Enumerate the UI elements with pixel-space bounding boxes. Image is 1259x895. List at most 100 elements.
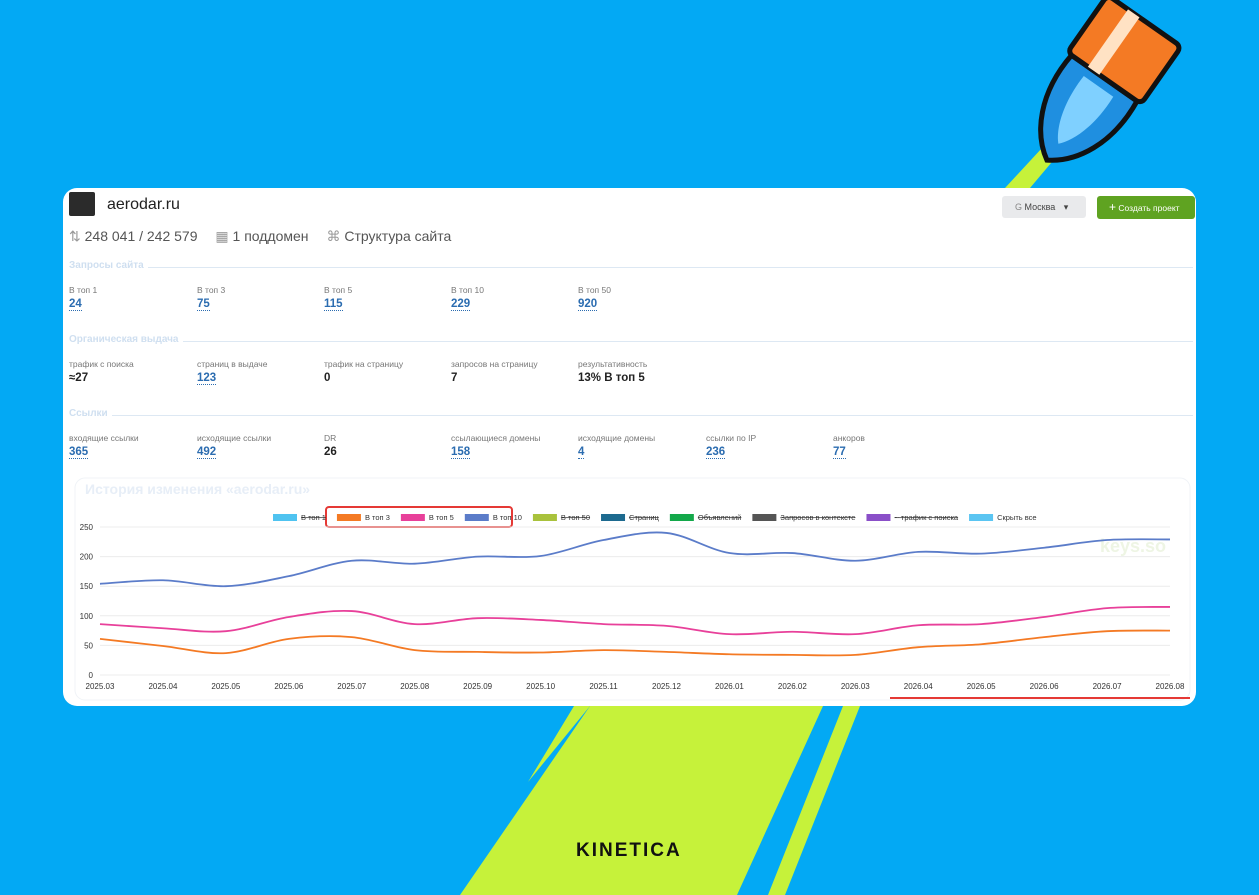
x-tick-label: 2026.01 — [715, 682, 744, 691]
legend-label: В топ 1 — [301, 513, 326, 522]
x-tick-label: 2026.04 — [904, 682, 933, 691]
brand: KINETICA — [576, 840, 682, 861]
y-tick-label: 0 — [89, 671, 94, 680]
metric-value[interactable]: 4 — [578, 446, 585, 459]
legend-swatch — [532, 514, 557, 521]
x-tick-label: 2025.12 — [652, 682, 681, 691]
legend-label: ~ трафик с поиска — [894, 513, 958, 522]
legend-swatch — [601, 514, 626, 521]
metric-label: анкоров — [833, 433, 865, 443]
metric-value: 0 — [324, 372, 331, 384]
legend-swatch — [969, 514, 994, 521]
x-tick-label: 2025.11 — [589, 682, 618, 691]
series-line — [99, 606, 1171, 636]
metric-label: В топ 50 — [578, 285, 611, 295]
x-tick-label: 2026.02 — [778, 682, 807, 691]
metric-label: трафик с поиска — [69, 359, 134, 369]
y-tick-label: 200 — [80, 553, 94, 562]
watermark: keys.so — [1100, 536, 1166, 556]
section-line — [148, 267, 1193, 268]
metric-value: 13% В топ 5 — [578, 372, 645, 384]
region: Москва — [1024, 202, 1056, 212]
metric-value: ≈27 — [69, 372, 89, 384]
metric-value[interactable]: 365 — [69, 446, 89, 459]
metric-label: DR — [324, 433, 337, 443]
legend-swatch — [752, 514, 777, 521]
legend-swatch — [273, 514, 297, 521]
metric-label: входящие ссылки — [69, 433, 139, 443]
legend-swatch — [400, 514, 425, 521]
series-line — [99, 531, 1171, 588]
x-tick-label: 2025.06 — [274, 682, 303, 691]
y-tick-label: 100 — [80, 612, 94, 621]
legend-label: В топ 5 — [429, 513, 454, 522]
metric-value[interactable]: 77 — [833, 446, 846, 459]
x-tick-label: 2025.07 — [337, 682, 366, 691]
region-select[interactable]: G Москва ▾ — [1002, 196, 1086, 218]
x-tick-label: 2026.03 — [841, 682, 870, 691]
legend-label: Запросов в контексте — [780, 513, 855, 522]
metric-value[interactable]: 158 — [451, 446, 471, 459]
metric-label: исходящие ссылки — [197, 433, 272, 443]
metric-value[interactable]: 236 — [706, 446, 726, 459]
metric-label: запросов на страницу — [451, 359, 538, 369]
section-title: Органическая выдача — [69, 334, 179, 345]
chart-title: История изменения «aerodar.ru» — [85, 481, 310, 497]
metric-value[interactable]: 115 — [324, 298, 343, 311]
stats-row: ⇅ 248 041 / 242 579 ▦ 1 поддомен ⌘ Струк… — [69, 228, 452, 244]
metric-value[interactable]: 229 — [451, 298, 471, 311]
site-logo — [69, 192, 95, 216]
legend-swatch — [866, 514, 891, 521]
x-tick-label: 2025.08 — [400, 682, 429, 691]
metric-label: В топ 10 — [451, 285, 484, 295]
legend-label[interactable]: Скрыть все — [997, 513, 1037, 522]
metric-value[interactable]: 24 — [69, 298, 82, 311]
x-tick-label: 2026.05 — [967, 682, 996, 691]
subdomains[interactable]: 1 поддомен — [232, 228, 309, 244]
legend-label: В топ 50 — [561, 513, 590, 522]
metric-label: В топ 1 — [69, 285, 98, 295]
create-label: Создать проект — [1118, 203, 1180, 213]
metric-value[interactable]: 492 — [197, 446, 217, 459]
chart-panel — [74, 477, 1191, 701]
metric-value: 26 — [324, 446, 337, 458]
structure-link[interactable]: Структура сайта — [344, 228, 452, 244]
create-button[interactable]: + Создать проект — [1097, 196, 1195, 219]
site-name[interactable]: aerodar.ru — [107, 196, 180, 213]
x-tick-label: 2025.09 — [463, 682, 492, 691]
stats: 248 041 / 242 579 — [84, 228, 198, 244]
x-tick-label: 2025.04 — [148, 682, 177, 691]
metric-value: 7 — [451, 372, 458, 384]
x-tick-label: 2026.08 — [1156, 682, 1185, 691]
x-tick-label: 2026.07 — [1093, 682, 1122, 691]
section-line — [112, 415, 1193, 416]
metric-value[interactable]: 75 — [197, 298, 210, 311]
legend-label: Страниц — [629, 513, 660, 522]
y-tick-label: 50 — [84, 641, 93, 650]
x-tick-label: 2025.10 — [526, 682, 555, 691]
metric-label: В топ 5 — [324, 285, 353, 295]
section-title: Ссылки — [69, 408, 108, 419]
x-tick-label: 2025.05 — [211, 682, 240, 691]
y-tick-label: 250 — [80, 523, 94, 532]
metric-label: исходящие домены — [578, 433, 656, 443]
metric-label: трафик на страницу — [324, 359, 404, 369]
section-line — [183, 341, 1193, 342]
legend-label: Объявлений — [698, 513, 742, 522]
legend-swatch — [669, 514, 694, 521]
x-tick-label: 2025.03 — [86, 682, 115, 691]
y-tick-label: 150 — [80, 582, 94, 591]
legend-label: В топ 10 — [493, 513, 522, 522]
legend-swatch — [336, 514, 361, 521]
metric-label: страниц в выдаче — [197, 359, 268, 369]
metric-value[interactable]: 123 — [197, 372, 217, 385]
metric-label: результативность — [578, 359, 648, 369]
series-line — [99, 629, 1171, 657]
section-title: Запросы сайта — [69, 260, 144, 271]
metric-value[interactable]: 920 — [578, 298, 598, 311]
x-tick-label: 2026.06 — [1030, 682, 1059, 691]
legend-label: В топ 3 — [365, 513, 390, 522]
